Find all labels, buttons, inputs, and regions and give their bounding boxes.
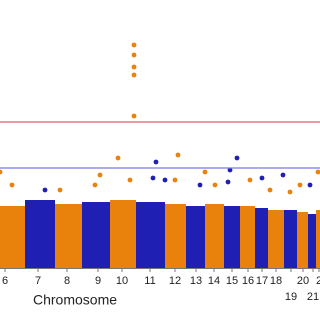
x-tick-label: 15 (226, 275, 238, 287)
x-tick-label: 19 (285, 291, 297, 303)
snp-point (97, 172, 103, 178)
snp-point (247, 177, 253, 183)
snp-cloud (0, 206, 25, 268)
snp-point (280, 172, 286, 178)
snp-point (297, 182, 303, 188)
x-tick-label: 21 (307, 291, 319, 303)
snp-cloud (55, 204, 82, 268)
snp-cloud (224, 206, 240, 268)
snp-point (225, 179, 231, 185)
snp-point (131, 113, 137, 119)
snp-point (42, 187, 48, 193)
snp-point (202, 169, 208, 175)
snp-point (287, 189, 293, 195)
snp-point (162, 177, 168, 183)
x-axis-label: Chromosome (33, 292, 117, 308)
snp-point (131, 64, 137, 70)
snp-point (307, 182, 313, 188)
snp-point (234, 155, 240, 161)
x-tick-label: 2 (316, 275, 320, 287)
x-tick-label: 7 (35, 275, 41, 287)
x-tick-label: 8 (64, 275, 70, 287)
snp-point (227, 167, 233, 173)
snp-cloud (297, 212, 308, 268)
snp-point (172, 177, 178, 183)
snp-cloud (25, 200, 55, 268)
x-tick-label: 11 (144, 275, 155, 287)
snp-cloud (255, 208, 268, 268)
x-tick-label: 17 (256, 275, 268, 287)
snp-cloud (268, 210, 284, 268)
snp-cloud (136, 202, 165, 268)
snp-cloud (316, 210, 320, 268)
snp-cloud (205, 204, 224, 268)
snp-point (259, 175, 265, 181)
x-tick-label: 13 (190, 275, 202, 287)
snp-point (127, 177, 133, 183)
snp-point (92, 182, 98, 188)
x-tick-label: 16 (242, 275, 254, 287)
snp-cloud (82, 202, 110, 268)
snp-point (115, 155, 121, 161)
snp-point (9, 182, 15, 188)
snp-point (175, 152, 181, 158)
snp-cloud (110, 200, 136, 268)
snp-point (153, 159, 159, 165)
snp-point (212, 182, 218, 188)
x-tick-label: 9 (95, 275, 101, 287)
snp-point (57, 187, 63, 193)
snp-point (0, 169, 3, 175)
snp-cloud (186, 206, 205, 268)
x-tick-label: 12 (169, 275, 181, 287)
snp-point (267, 187, 273, 193)
x-tick-label: 6 (2, 275, 8, 287)
x-tick-label: 10 (116, 275, 128, 287)
snp-point (131, 42, 137, 48)
snp-cloud (240, 206, 255, 268)
x-tick-label: 18 (270, 275, 282, 287)
snp-cloud (165, 204, 186, 268)
snp-point (131, 72, 137, 78)
snp-cloud (308, 214, 316, 268)
snp-cloud (284, 210, 297, 268)
snp-point (131, 52, 137, 58)
snp-point (150, 175, 156, 181)
snp-point (315, 169, 320, 175)
x-tick-label: 14 (208, 275, 220, 287)
snp-point (197, 182, 203, 188)
x-tick-label: 20 (297, 275, 309, 287)
